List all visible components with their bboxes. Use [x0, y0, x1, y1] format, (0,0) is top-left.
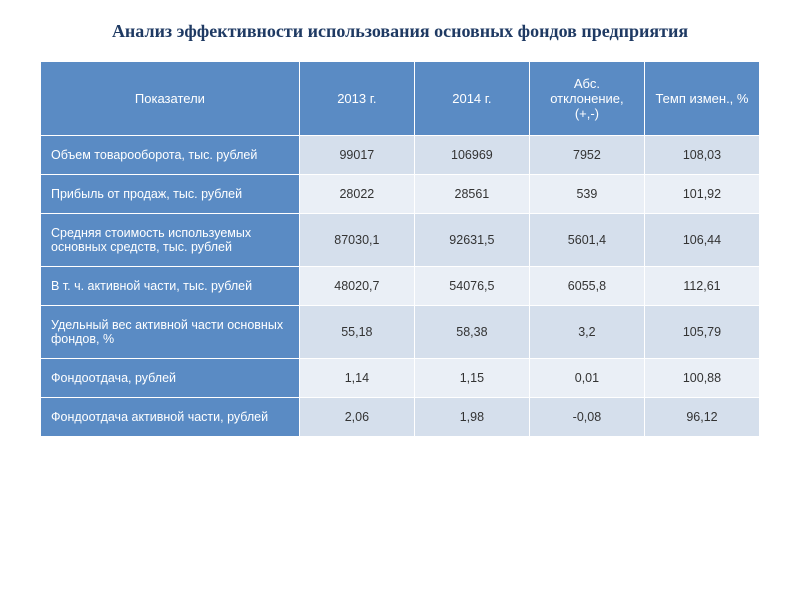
- col-header-2013: 2013 г.: [299, 62, 414, 136]
- col-header-tempo: Темп измен., %: [644, 62, 759, 136]
- cell-2013: 55,18: [299, 306, 414, 359]
- row-label: Объем товарооборота, тыс. рублей: [41, 136, 300, 175]
- col-header-abs: Абс. отклонение, (+,-): [529, 62, 644, 136]
- row-label: Фондоотдача активной части, рублей: [41, 398, 300, 437]
- data-table: Показатели 2013 г. 2014 г. Абс. отклонен…: [40, 61, 760, 437]
- cell-tempo: 105,79: [644, 306, 759, 359]
- row-label: Прибыль от продаж, тыс. рублей: [41, 175, 300, 214]
- cell-abs: 539: [529, 175, 644, 214]
- col-header-2014: 2014 г.: [414, 62, 529, 136]
- cell-tempo: 101,92: [644, 175, 759, 214]
- table-row: Объем товарооборота, тыс. рублей 99017 1…: [41, 136, 760, 175]
- cell-2014: 106969: [414, 136, 529, 175]
- cell-2013: 48020,7: [299, 267, 414, 306]
- table-row: Фондоотдача активной части, рублей 2,06 …: [41, 398, 760, 437]
- cell-2013: 87030,1: [299, 214, 414, 267]
- cell-2014: 1,15: [414, 359, 529, 398]
- cell-2014: 1,98: [414, 398, 529, 437]
- col-header-indicator: Показатели: [41, 62, 300, 136]
- cell-2013: 2,06: [299, 398, 414, 437]
- cell-2014: 54076,5: [414, 267, 529, 306]
- cell-2013: 1,14: [299, 359, 414, 398]
- table-row: Прибыль от продаж, тыс. рублей 28022 285…: [41, 175, 760, 214]
- row-label: В т. ч. активной части, тыс. рублей: [41, 267, 300, 306]
- cell-abs: 0,01: [529, 359, 644, 398]
- table-row: В т. ч. активной части, тыс. рублей 4802…: [41, 267, 760, 306]
- cell-2014: 28561: [414, 175, 529, 214]
- slide: Анализ эффективности использования основ…: [0, 0, 800, 600]
- cell-tempo: 108,03: [644, 136, 759, 175]
- table-row: Удельный вес активной части основных фон…: [41, 306, 760, 359]
- table-header-row: Показатели 2013 г. 2014 г. Абс. отклонен…: [41, 62, 760, 136]
- cell-2014: 58,38: [414, 306, 529, 359]
- slide-title: Анализ эффективности использования основ…: [40, 20, 760, 43]
- row-label: Удельный вес активной части основных фон…: [41, 306, 300, 359]
- table-row: Фондоотдача, рублей 1,14 1,15 0,01 100,8…: [41, 359, 760, 398]
- cell-abs: 5601,4: [529, 214, 644, 267]
- cell-2013: 99017: [299, 136, 414, 175]
- cell-tempo: 100,88: [644, 359, 759, 398]
- cell-tempo: 112,61: [644, 267, 759, 306]
- cell-tempo: 106,44: [644, 214, 759, 267]
- cell-tempo: 96,12: [644, 398, 759, 437]
- table-row: Средняя стоимость используемых основных …: [41, 214, 760, 267]
- cell-2013: 28022: [299, 175, 414, 214]
- cell-abs: 7952: [529, 136, 644, 175]
- row-label: Фондоотдача, рублей: [41, 359, 300, 398]
- cell-abs: 6055,8: [529, 267, 644, 306]
- cell-abs: -0,08: [529, 398, 644, 437]
- cell-2014: 92631,5: [414, 214, 529, 267]
- row-label: Средняя стоимость используемых основных …: [41, 214, 300, 267]
- cell-abs: 3,2: [529, 306, 644, 359]
